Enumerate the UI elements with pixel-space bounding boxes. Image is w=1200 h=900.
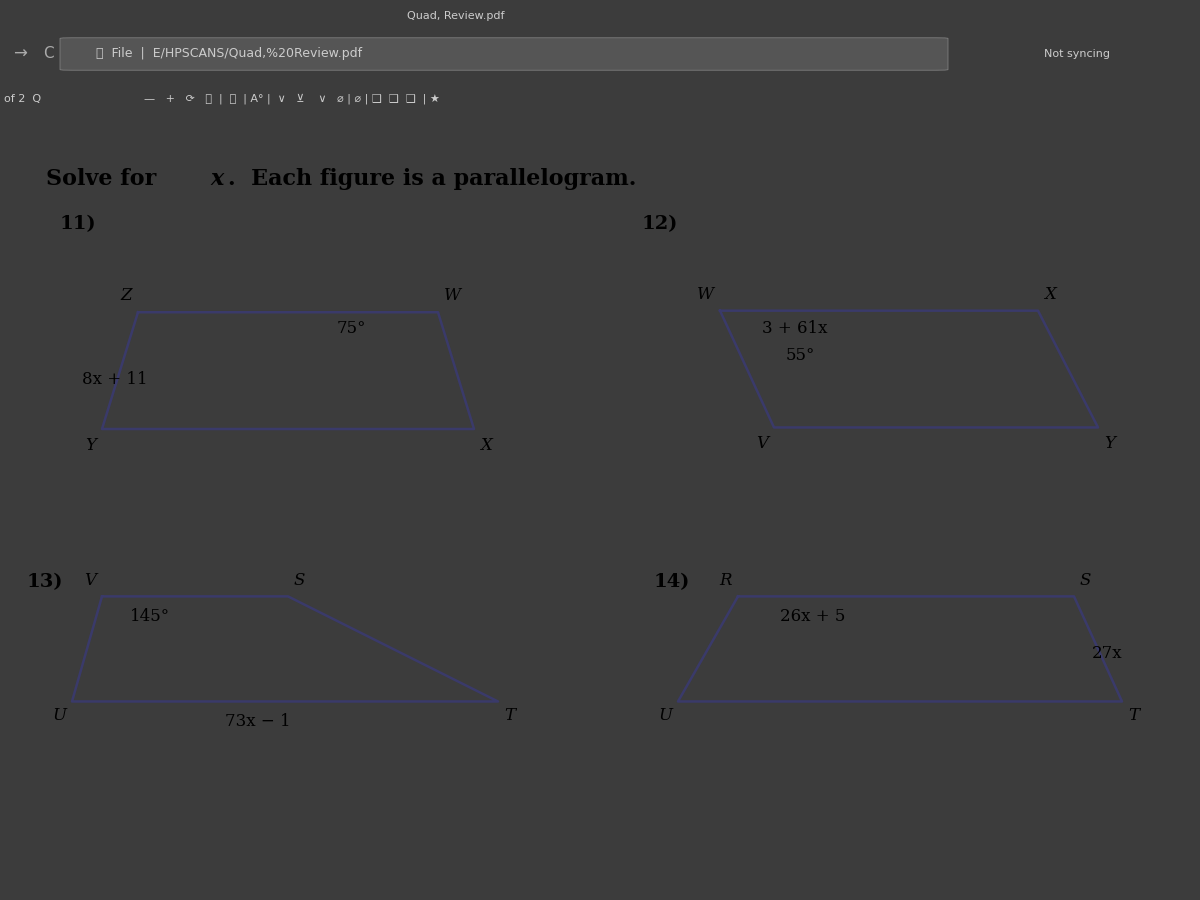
FancyBboxPatch shape <box>60 38 948 70</box>
Text: Y: Y <box>85 436 96 454</box>
Text: Not syncing: Not syncing <box>1044 49 1110 59</box>
Text: 145°: 145° <box>130 608 169 626</box>
Text: V: V <box>84 572 96 589</box>
Text: 11): 11) <box>60 215 97 233</box>
Text: W: W <box>444 287 461 304</box>
Text: of 2  Q: of 2 Q <box>4 94 41 104</box>
Text: 73x − 1: 73x − 1 <box>226 713 290 730</box>
Text: 14): 14) <box>654 573 690 591</box>
Text: 55°: 55° <box>786 346 815 364</box>
Text: →: → <box>13 45 28 63</box>
Text: T: T <box>1128 706 1139 724</box>
Text: X: X <box>480 436 492 454</box>
Text: x: x <box>210 168 223 190</box>
Text: 75°: 75° <box>336 320 366 337</box>
Text: 12): 12) <box>642 215 678 233</box>
Text: 3 + 61x: 3 + 61x <box>762 320 828 337</box>
Text: V: V <box>756 436 768 452</box>
Text: .  Each figure is a parallelogram.: . Each figure is a parallelogram. <box>228 168 636 190</box>
Text: Y: Y <box>1104 436 1115 452</box>
Text: 27x: 27x <box>1092 645 1123 662</box>
Text: S: S <box>1080 572 1091 589</box>
Text: Z: Z <box>120 287 132 304</box>
Text: 26x + 5: 26x + 5 <box>780 608 845 626</box>
Text: U: U <box>52 706 66 724</box>
Text: S: S <box>294 572 305 589</box>
Text: T: T <box>504 706 515 724</box>
Text: Solve for: Solve for <box>46 168 163 190</box>
Text: X: X <box>1044 286 1056 303</box>
Text: ⓘ  File  |  E/HPSCANS/Quad,%20Review.pdf: ⓘ File | E/HPSCANS/Quad,%20Review.pdf <box>96 48 362 60</box>
Text: C: C <box>43 47 53 61</box>
Text: 8x + 11: 8x + 11 <box>82 372 148 389</box>
Text: —   +   ⟳   ⎗  |  ⎗  | A° |  ∨   ⊻    ∨   ⌀ | ⌀ | ❑  ❑  ❑  | ★: — + ⟳ ⎗ | ⎗ | A° | ∨ ⊻ ∨ ⌀ | ⌀ | ❑ ❑ ❑ |… <box>144 94 440 104</box>
Text: R: R <box>720 572 732 589</box>
Text: W: W <box>697 286 714 303</box>
Text: Quad, Review.pdf: Quad, Review.pdf <box>407 11 505 21</box>
Text: 13): 13) <box>26 573 62 591</box>
Text: U: U <box>658 706 672 724</box>
